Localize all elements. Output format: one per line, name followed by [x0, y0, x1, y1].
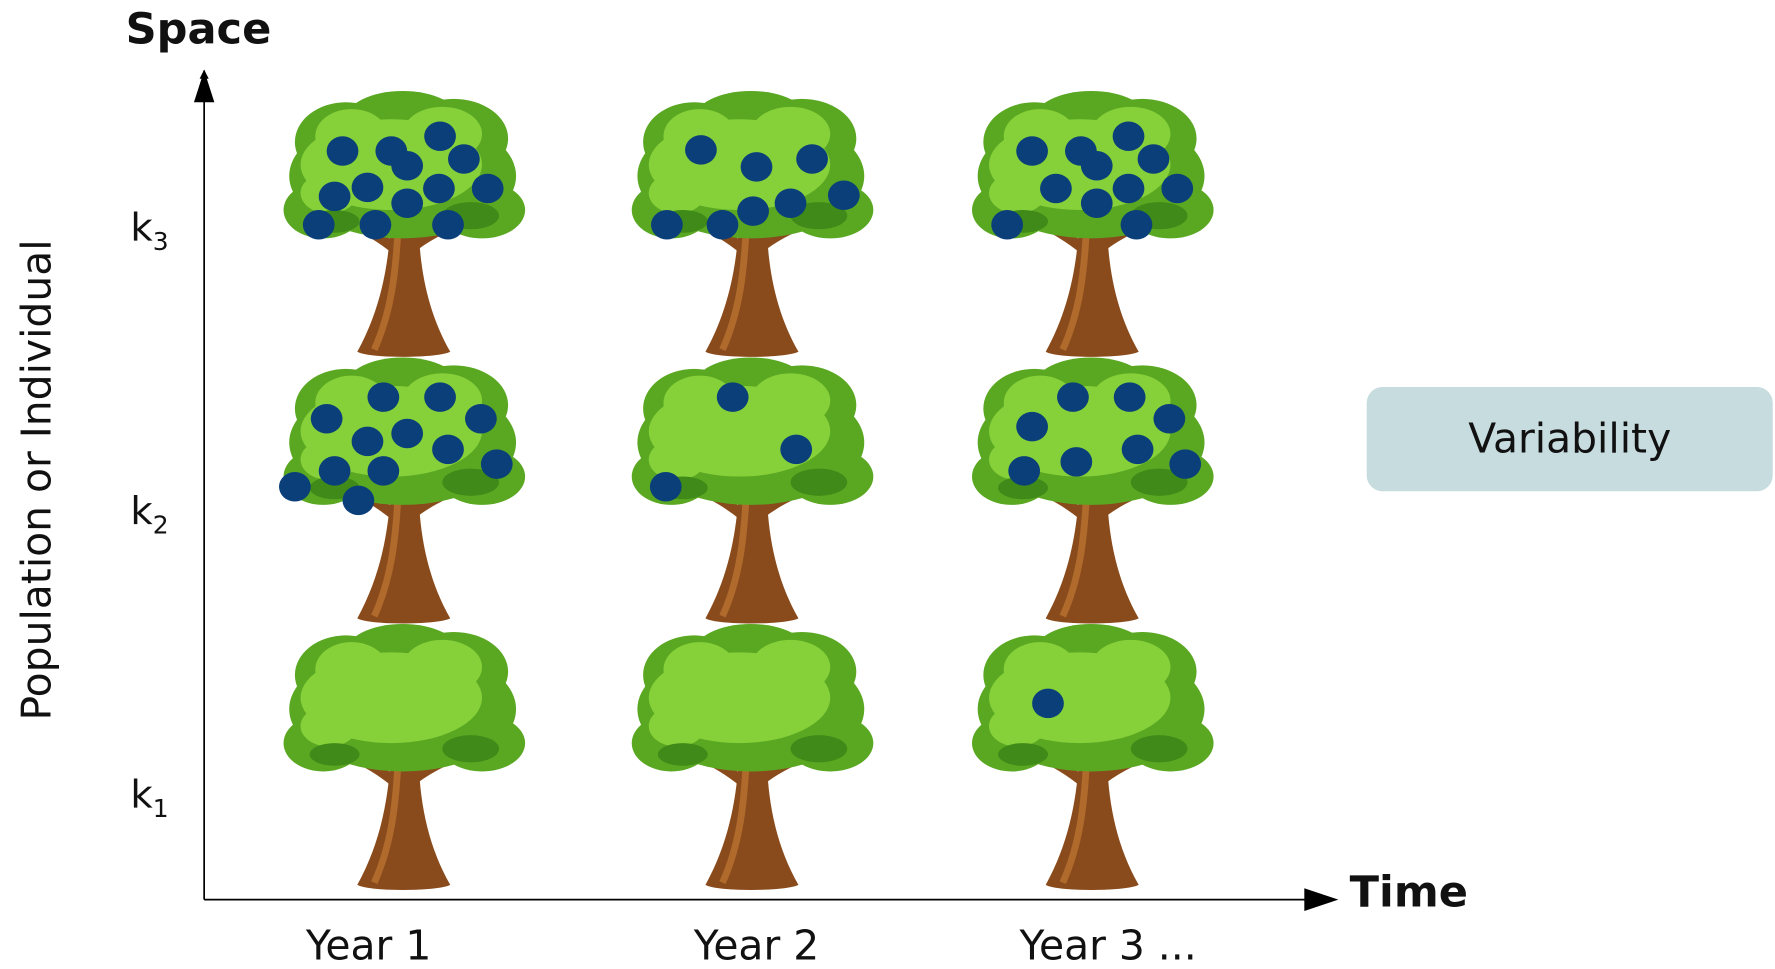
row-label-sub: 1 [153, 794, 169, 823]
row-label-base: k [130, 488, 153, 533]
fruit [1016, 411, 1048, 442]
fruit [796, 144, 828, 174]
fruit [1060, 447, 1093, 477]
fruit [367, 456, 400, 486]
fruit [424, 382, 456, 412]
fruit [391, 151, 424, 181]
fruit [279, 472, 311, 502]
fruit [1112, 173, 1145, 204]
row-label-sub: 2 [153, 510, 169, 539]
tree [284, 357, 526, 623]
fruit [649, 472, 682, 502]
row-label: k3 [130, 205, 168, 256]
fruit [1112, 121, 1145, 152]
fruit [716, 382, 749, 412]
fruit [1032, 688, 1064, 719]
fruit [318, 181, 351, 212]
fruit [780, 434, 813, 465]
fruit [1169, 449, 1202, 479]
fruit [351, 172, 384, 203]
fruit [342, 485, 375, 516]
row-label: k2 [130, 488, 168, 539]
fruit [423, 173, 455, 204]
fruit [432, 434, 464, 465]
fruit [827, 180, 860, 211]
fruit [740, 152, 773, 182]
tree [972, 624, 1214, 890]
fruit [471, 173, 504, 204]
fruit [391, 188, 424, 218]
fruit [391, 418, 424, 449]
fruit [359, 210, 392, 240]
fruit [1057, 382, 1089, 412]
fruit [1137, 144, 1170, 174]
trees [279, 91, 1214, 890]
fruit [1121, 434, 1154, 465]
row-label-base: k [130, 772, 153, 817]
fruit [1080, 188, 1113, 218]
x-arrow [1304, 888, 1339, 911]
fruit [326, 136, 359, 166]
fruit [685, 135, 717, 165]
fruit [432, 210, 464, 240]
column-label: Year 3 ... [1018, 921, 1196, 969]
tree [632, 624, 874, 890]
fruit [1153, 403, 1186, 434]
fruit [706, 210, 739, 240]
tree [284, 624, 526, 890]
fruit [737, 196, 769, 226]
fruit [310, 403, 343, 434]
fruit [302, 210, 335, 240]
fruit [1080, 151, 1113, 181]
y-label: Population or Individual [13, 239, 61, 720]
fruit [318, 456, 351, 486]
fruit [1113, 382, 1146, 412]
callout-box [1366, 386, 1773, 492]
fruit [1120, 210, 1153, 240]
fruit [1008, 456, 1041, 486]
tree [972, 357, 1214, 623]
row-label: k1 [130, 772, 168, 823]
fruit [991, 210, 1024, 240]
fruit [448, 144, 480, 174]
fruit [1040, 173, 1072, 204]
callout: Variability [1468, 414, 1671, 462]
row-label-base: k [130, 205, 153, 250]
column-label: Year 1 [305, 921, 431, 969]
y-arrow [193, 70, 215, 103]
column-label: Year 2 [693, 921, 819, 969]
row-label-sub: 3 [153, 227, 169, 256]
x-title: Time [1350, 868, 1468, 918]
fruit [1161, 173, 1194, 204]
fruit [424, 121, 456, 152]
fruit [774, 188, 807, 218]
fruit [351, 426, 384, 457]
y-title: Space [126, 4, 272, 54]
fruit [465, 403, 497, 434]
fruit [480, 449, 513, 479]
fruit [367, 382, 400, 412]
column-labels: Year 1 Year 2 Year 3 ... [305, 921, 1197, 969]
fruit [651, 210, 683, 240]
fruit [1016, 136, 1048, 166]
